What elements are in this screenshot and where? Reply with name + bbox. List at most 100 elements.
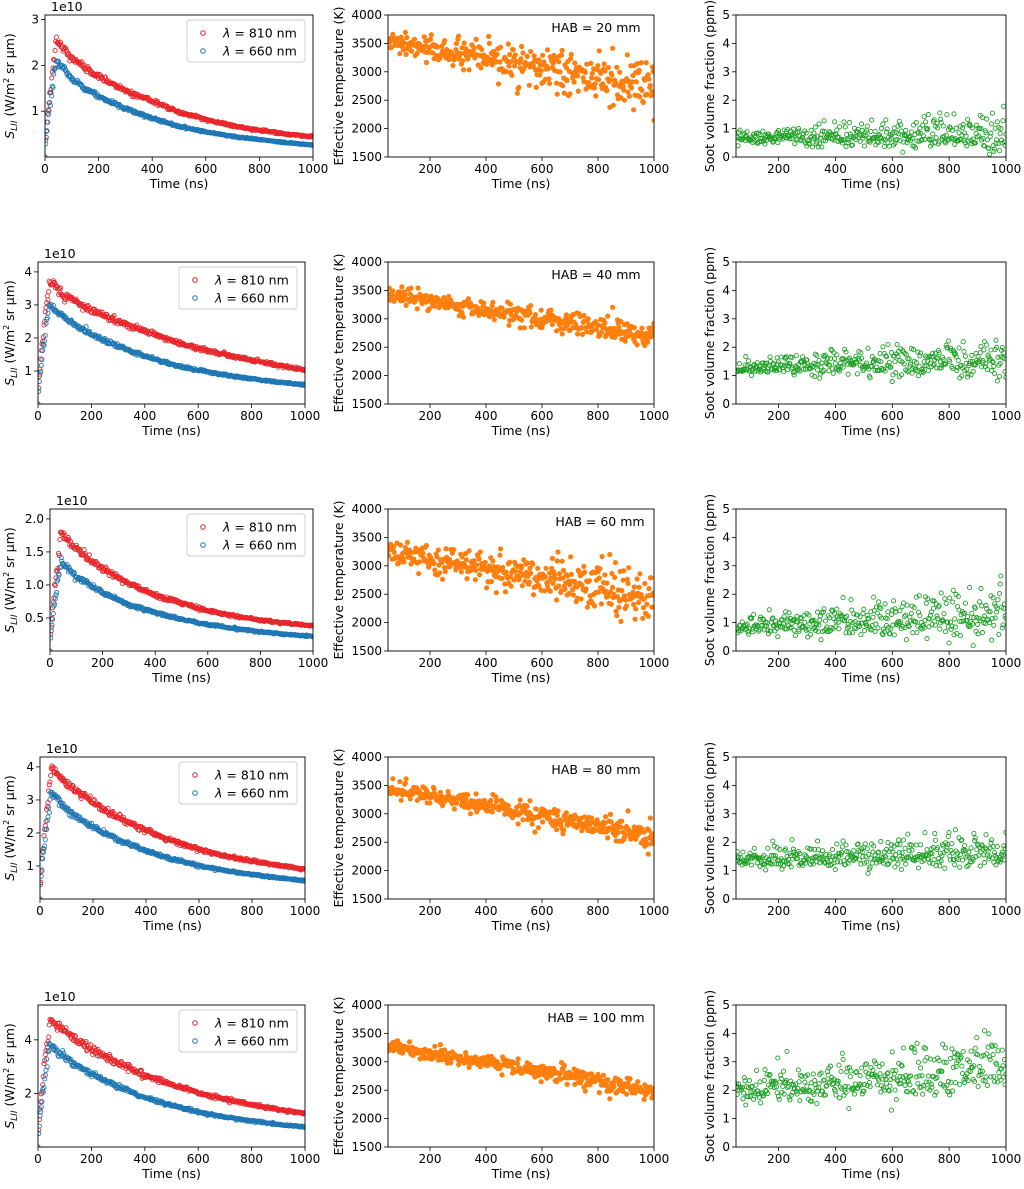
marker bbox=[549, 321, 556, 328]
marker bbox=[560, 575, 566, 581]
marker bbox=[894, 136, 900, 143]
marker bbox=[943, 342, 949, 348]
x-axis-label: Time (ns) bbox=[491, 176, 551, 191]
marker bbox=[792, 130, 799, 136]
marker bbox=[790, 131, 796, 137]
marker bbox=[578, 596, 584, 602]
marker bbox=[494, 51, 500, 57]
marker bbox=[933, 135, 939, 141]
y-tick-label: 1500 bbox=[351, 644, 382, 658]
marker bbox=[636, 584, 642, 590]
marker bbox=[819, 628, 826, 635]
panel-temperature-row3: 200 400 600 800 1000150020002500300035004000… bbox=[331, 500, 669, 685]
marker bbox=[934, 613, 940, 619]
marker bbox=[802, 619, 808, 625]
marker bbox=[402, 29, 408, 35]
marker bbox=[54, 590, 60, 596]
marker bbox=[47, 99, 53, 106]
marker bbox=[66, 564, 72, 570]
marker bbox=[986, 151, 993, 157]
marker bbox=[519, 583, 525, 589]
marker bbox=[998, 573, 1004, 579]
marker bbox=[846, 624, 852, 630]
marker bbox=[556, 571, 563, 577]
marker bbox=[808, 127, 814, 133]
axes-frame bbox=[37, 261, 306, 405]
marker bbox=[550, 60, 556, 66]
marker bbox=[616, 604, 622, 610]
marker bbox=[760, 360, 766, 366]
y-tick-label: 0 bbox=[722, 150, 730, 164]
marker bbox=[750, 629, 756, 635]
marker bbox=[865, 345, 871, 351]
marker bbox=[516, 84, 522, 90]
marker bbox=[995, 597, 1001, 603]
marker bbox=[491, 317, 497, 323]
marker bbox=[813, 361, 819, 367]
marker bbox=[621, 97, 628, 103]
marker bbox=[649, 604, 654, 610]
marker bbox=[874, 610, 880, 616]
marker bbox=[59, 531, 66, 537]
marker bbox=[522, 578, 528, 584]
marker bbox=[981, 613, 988, 619]
y-label-symbol: S bbox=[2, 131, 17, 139]
marker bbox=[414, 50, 420, 56]
marker bbox=[952, 624, 958, 630]
marker bbox=[593, 326, 600, 332]
marker bbox=[951, 349, 957, 355]
marker bbox=[910, 630, 916, 636]
marker bbox=[527, 565, 533, 571]
marker bbox=[631, 107, 637, 113]
x-tick-label: 1000 bbox=[639, 162, 670, 176]
marker bbox=[617, 69, 623, 75]
marker bbox=[903, 127, 909, 133]
y-label-superscript: 2 bbox=[2, 78, 11, 83]
marker bbox=[884, 616, 890, 622]
marker bbox=[584, 604, 591, 610]
marker bbox=[1000, 355, 1006, 361]
marker bbox=[52, 583, 58, 589]
marker bbox=[913, 360, 919, 366]
marker bbox=[547, 570, 553, 576]
marker bbox=[756, 627, 762, 633]
marker bbox=[913, 145, 919, 151]
marker bbox=[635, 599, 642, 606]
marker bbox=[533, 84, 539, 90]
marker bbox=[781, 614, 787, 620]
marker bbox=[62, 45, 68, 51]
marker bbox=[849, 630, 855, 636]
y-tick-label: 3 bbox=[24, 298, 32, 312]
series-temperature bbox=[388, 284, 654, 348]
marker bbox=[945, 345, 951, 351]
marker bbox=[795, 125, 801, 132]
marker bbox=[614, 594, 621, 600]
legend-marker bbox=[192, 277, 198, 283]
marker bbox=[792, 632, 799, 638]
marker bbox=[906, 356, 912, 362]
marker bbox=[1001, 139, 1006, 145]
marker bbox=[989, 615, 995, 622]
marker bbox=[928, 136, 934, 142]
marker bbox=[773, 618, 779, 624]
marker bbox=[607, 77, 614, 84]
marker bbox=[397, 542, 404, 548]
x-tick-label: 400 bbox=[141, 162, 164, 176]
marker bbox=[820, 609, 826, 615]
series--810-nm bbox=[45, 34, 313, 157]
marker bbox=[883, 353, 889, 359]
marker bbox=[503, 69, 509, 75]
marker bbox=[965, 371, 971, 377]
marker bbox=[822, 138, 828, 144]
marker bbox=[900, 149, 906, 155]
series--660-nm bbox=[38, 301, 305, 404]
marker bbox=[882, 137, 888, 143]
marker bbox=[883, 129, 890, 135]
x-tick-label: 200 bbox=[91, 656, 114, 670]
marker bbox=[62, 299, 68, 305]
marker bbox=[547, 588, 553, 594]
marker bbox=[883, 117, 889, 123]
marker bbox=[403, 51, 409, 58]
